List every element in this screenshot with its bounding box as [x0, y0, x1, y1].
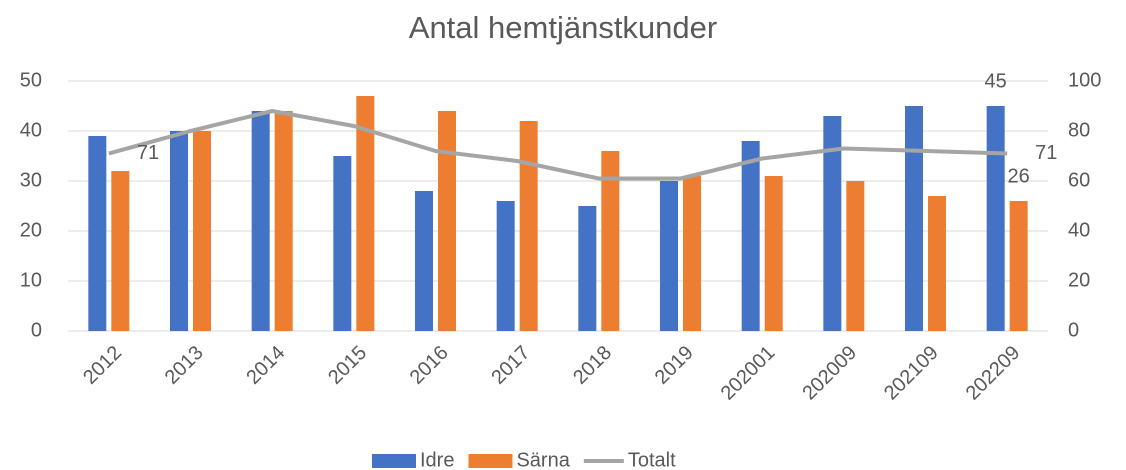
x-tick-label: 202009 [798, 342, 861, 405]
x-tick-label: 202001 [717, 342, 780, 405]
bar [823, 116, 842, 331]
legend-swatch [468, 454, 513, 468]
bar [274, 111, 293, 331]
x-tick-label: 202109 [880, 342, 943, 405]
bar [415, 191, 433, 331]
bar [356, 96, 375, 331]
y-tick-label: 10 [20, 269, 42, 291]
x-tick-label: 2017 [487, 342, 534, 389]
x-tick-label: 202209 [962, 342, 1025, 405]
bar [986, 106, 1005, 331]
bar [111, 171, 130, 331]
line-series [108, 109, 1008, 181]
data-label: 45 [985, 70, 1007, 92]
bar [928, 196, 946, 331]
data-label: 26 [1008, 165, 1030, 187]
x-tick-label: 2016 [406, 342, 453, 389]
y2-tick-label: 60 [1068, 169, 1090, 191]
x-tick-label: 2015 [324, 342, 371, 389]
bar [1009, 201, 1028, 331]
bar [601, 151, 620, 331]
data-label: 71 [1035, 142, 1057, 164]
data-label: 71 [137, 142, 159, 164]
y-tick-label: 20 [20, 219, 42, 241]
y2-tick-label: 0 [1068, 319, 1079, 341]
bar [251, 111, 270, 331]
bar [683, 176, 701, 331]
y-tick-label: 0 [31, 319, 42, 341]
legend-swatch [372, 454, 416, 468]
bar [438, 111, 456, 331]
legend-label: Idre [420, 449, 454, 470]
x-tick-label: 2014 [242, 342, 289, 389]
bar [660, 181, 678, 331]
x-tick-label: 2012 [79, 342, 126, 389]
y2-tick-label: 40 [1068, 219, 1090, 241]
y2-tick-label: 100 [1068, 69, 1101, 91]
legend-label: Särna [516, 449, 570, 470]
bar [846, 181, 865, 331]
bar [333, 156, 352, 331]
bar [578, 206, 597, 331]
bar [88, 136, 107, 331]
chart-title: Antal hemtjänstkunder [409, 10, 717, 45]
bar [170, 131, 188, 331]
x-tick-label: 2019 [651, 342, 698, 389]
y-tick-label: 30 [20, 169, 42, 191]
bar [496, 201, 515, 331]
x-tick-label: 2018 [569, 342, 616, 389]
x-tick-label: 2013 [161, 342, 208, 389]
y-tick-label: 40 [20, 119, 42, 141]
bar [519, 121, 538, 331]
y2-tick-label: 80 [1068, 119, 1090, 141]
y2-tick-label: 20 [1068, 269, 1090, 291]
legend-label: Totalt [628, 449, 676, 470]
bar [193, 131, 211, 331]
bar [741, 141, 760, 331]
bar [905, 106, 923, 331]
y-tick-label: 50 [20, 69, 42, 91]
bar [764, 176, 783, 331]
